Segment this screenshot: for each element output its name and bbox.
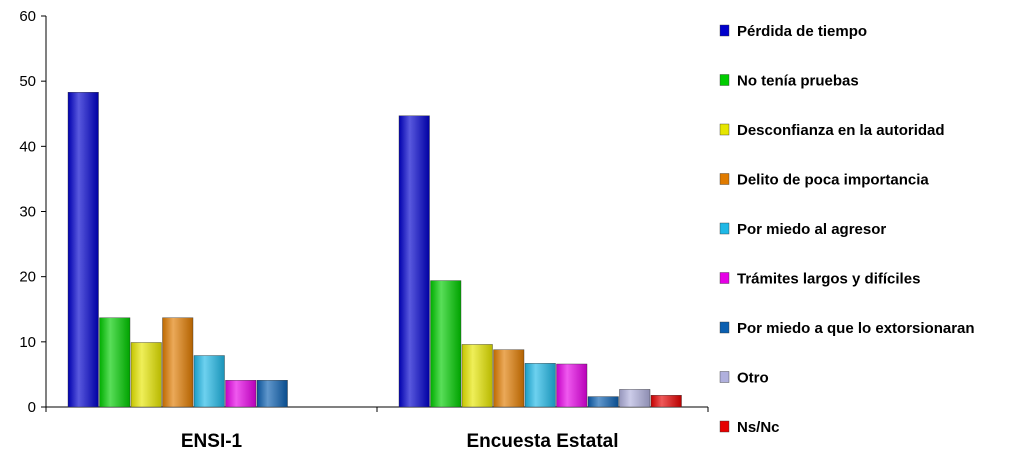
y-tick-label: 40 [19, 138, 36, 155]
bar-delito-de-poca-importancia-1 [493, 349, 525, 408]
legend-label: No tenía pruebas [737, 73, 859, 90]
y-tick-label: 30 [19, 204, 36, 221]
bar-p-rdida-de-tiempo-0 [67, 92, 99, 408]
y-tick-label: 20 [19, 269, 36, 286]
bar-tr-mites-largos-y-dif-ciles-0 [225, 380, 257, 408]
axis-labels: 0 10 20 30 40 50 60 ENSI-1 Encuesta Estatal [19, 8, 618, 451]
legend-swatch [719, 24, 730, 37]
bar-otro-1 [619, 389, 651, 408]
legend-label: Pérdida de tiempo [737, 23, 867, 40]
legend-label: Desconfianza en la autoridad [737, 122, 945, 139]
bar-por-miedo-al-agresor-1 [524, 363, 556, 408]
legend-label: Otro [737, 370, 769, 387]
y-tick-label: 10 [19, 334, 36, 351]
bar-ns-nc-1 [650, 395, 682, 408]
legend-swatch [719, 371, 730, 383]
x-category-label: ENSI-1 [181, 431, 243, 451]
bar-desconfianza-en-la-autoridad-0 [130, 342, 162, 408]
x-category-label: Encuesta Estatal [466, 431, 618, 451]
legend-label: Ns/Nc [737, 419, 780, 436]
bars [67, 92, 682, 408]
legend-swatch [719, 272, 730, 284]
legend-swatch [719, 222, 730, 235]
y-tick-label: 60 [19, 8, 36, 25]
legend-label: Por miedo al agresor [737, 221, 886, 238]
legend-swatch [719, 123, 730, 136]
bar-por-miedo-al-agresor-0 [193, 355, 225, 408]
bar-desconfianza-en-la-autoridad-1 [461, 344, 493, 408]
legend-label: Delito de poca importancia [737, 172, 929, 189]
bar-delito-de-poca-importancia-0 [162, 317, 194, 408]
y-tick-label: 0 [28, 399, 36, 416]
bar-no-ten-a-pruebas-1 [430, 280, 462, 408]
bar-por-miedo-a-que-lo-extorsionaran-0 [256, 380, 288, 408]
y-tick-label: 50 [19, 73, 36, 90]
bar-por-miedo-a-que-lo-extorsionaran-1 [587, 396, 619, 408]
bar-tr-mites-largos-y-dif-ciles-1 [556, 363, 588, 408]
bar-p-rdida-de-tiempo-1 [398, 115, 430, 408]
legend: Pérdida de tiempo No tenía pruebas Desconf… [719, 23, 975, 436]
legend-swatch [719, 173, 730, 185]
bar-no-ten-a-pruebas-0 [99, 317, 131, 408]
legend-swatch [719, 321, 730, 334]
legend-swatch [719, 420, 730, 433]
legend-label: Trámites largos y difíciles [737, 271, 920, 288]
legend-label: Por miedo a que lo extorsionaran [737, 320, 975, 337]
legend-swatch [719, 74, 730, 86]
